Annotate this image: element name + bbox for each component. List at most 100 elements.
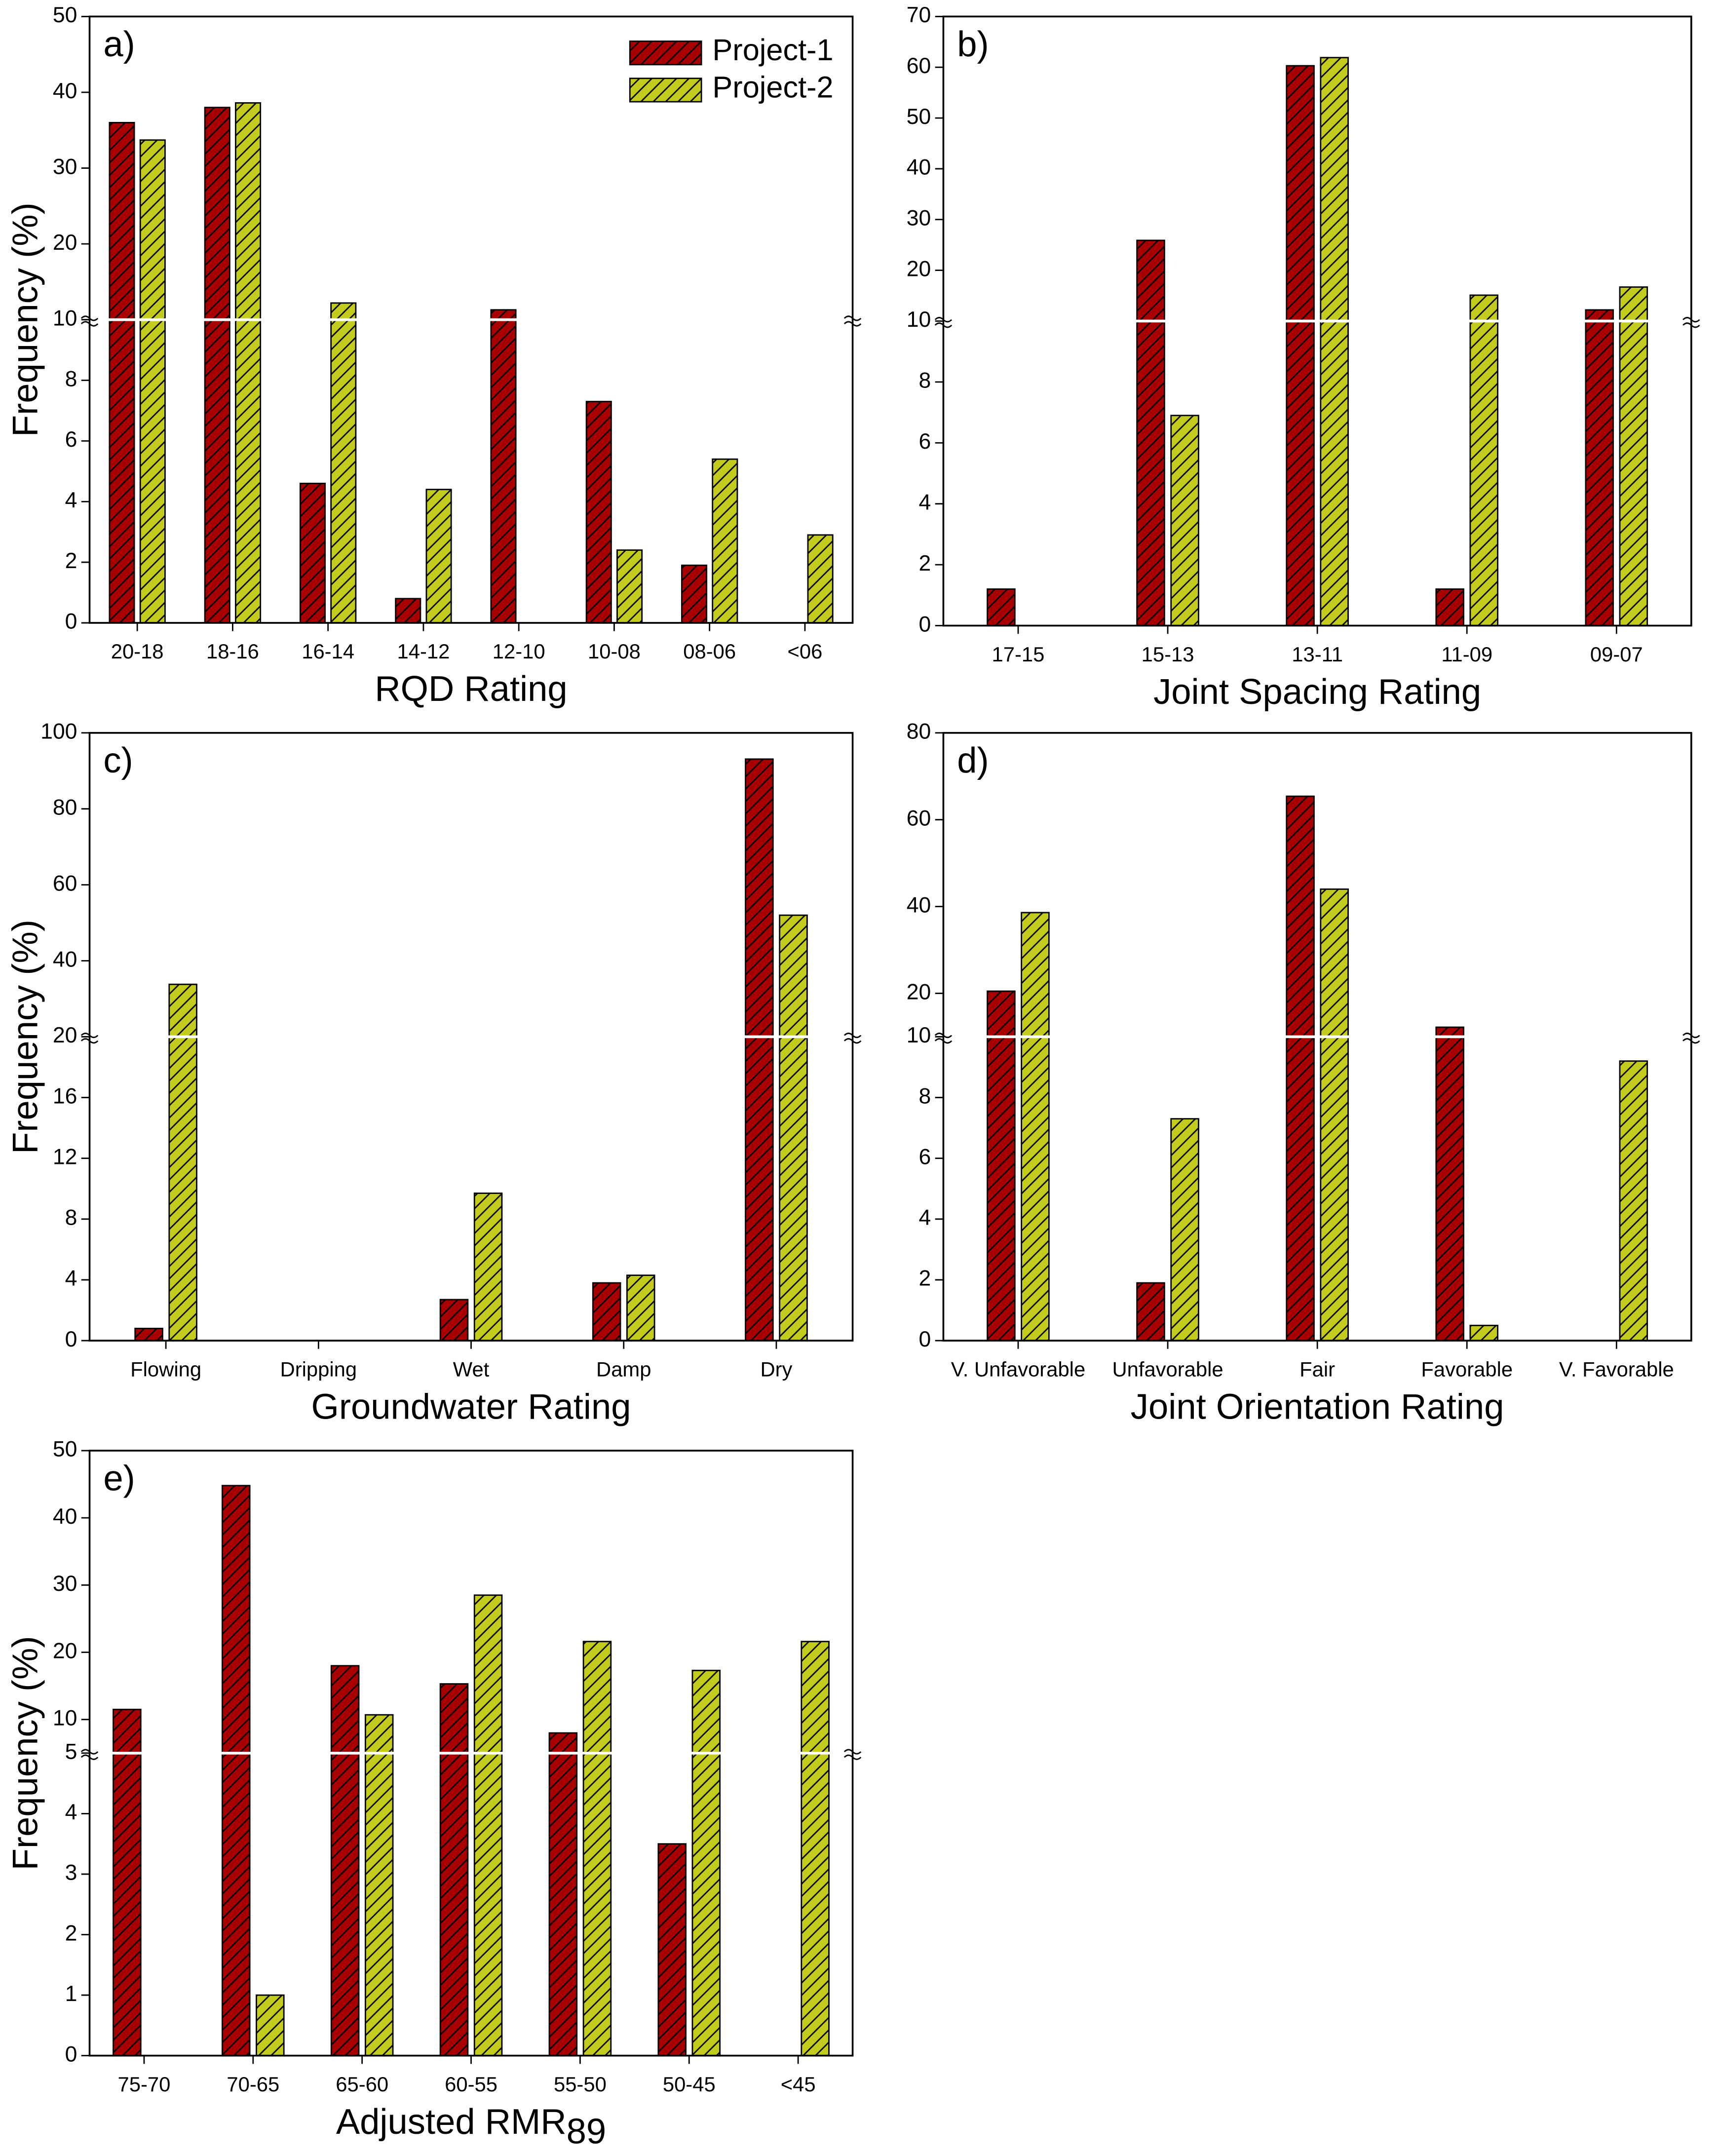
y-tick-label: 30 [907,206,931,231]
y-tick-label: 0 [919,612,931,636]
x-tick-label: Wet [453,1357,490,1381]
x-axis-label-text: RQD Rating [375,669,567,709]
x-axis-label-text: Groundwater Rating [311,1386,631,1426]
bar [364,1714,394,2057]
panel-label: b) [957,24,989,64]
bar [330,1665,360,2057]
x-axis-label: RQD Rating [375,669,567,709]
bar [1469,294,1499,626]
y-tick-label: 50 [907,105,931,129]
x-tick-label: Unfavorable [1112,1357,1223,1381]
y-tick-label: 16 [53,1084,77,1108]
x-axis-label-subscript: 89 [567,2112,607,2152]
y-tick-label: 60 [907,54,931,78]
x-axis-label-text: Joint Orientation Rating [1131,1386,1504,1426]
bar [779,914,808,1342]
y-tick-label: 4 [919,490,931,514]
x-tick-label: <06 [788,640,823,663]
bar [330,302,357,624]
legend-label: Project-1 [712,33,833,67]
bar [113,1708,142,2057]
bar [1585,309,1614,626]
x-tick-label: Fair [1299,1357,1335,1381]
bar [1136,239,1165,626]
x-axis-label: Groundwater Rating [311,1386,631,1426]
x-tick-label: 60-55 [445,2073,497,2096]
y-tick-label: 8 [919,1084,931,1108]
y-tick-label: 4 [65,488,77,512]
bar [585,401,612,624]
bar [222,1485,251,2057]
bar [109,122,135,624]
bar [1170,1118,1199,1342]
bar [1021,912,1050,1342]
x-tick-label: 17-15 [992,643,1045,666]
x-tick-label: 18-16 [206,640,259,663]
y-tick-label: 20 [53,231,77,255]
y-tick-label: 60 [907,806,931,830]
y-tick-label: 20 [907,980,931,1004]
y-tick-label: 4 [919,1206,931,1230]
legend-swatch [629,77,702,103]
panel-label: c) [103,740,133,780]
bar [987,990,1016,1342]
y-tick-label: 2 [919,551,931,576]
y-tick-label: 2 [65,549,77,573]
bar [657,1843,687,2057]
x-tick-label: Dripping [280,1357,357,1381]
y-axis-label: Frequency (%) [5,920,45,1154]
bar [1170,415,1199,626]
y-tick-label: 60 [53,871,77,895]
bar [425,489,452,624]
y-tick-label: 0 [65,610,77,634]
bar [1435,1026,1464,1342]
y-tick-label: 30 [53,1572,77,1596]
x-tick-label: 12-10 [493,640,545,663]
panel-label: a) [103,24,135,64]
y-tick-label: 40 [907,155,931,180]
y-tick-label: 40 [53,947,77,971]
x-tick-label: V. Unfavorable [951,1357,1085,1381]
x-tick-label: 14-12 [397,640,450,663]
bar [807,534,834,624]
y-tick-label: 0 [919,1327,931,1351]
x-tick-label: <45 [781,2073,816,2096]
y-tick-label: 20 [53,1639,77,1663]
bar [1286,795,1315,1342]
bar [592,1282,621,1342]
x-tick-label: 15-13 [1142,643,1194,666]
bar [626,1274,655,1342]
bar [473,1594,503,2057]
y-tick-label: 2 [919,1267,931,1291]
x-axis-label-text: Adjusted RMR [336,2102,567,2142]
y-tick-label: 50 [53,1437,77,1462]
x-axis-label: Joint Spacing Rating [1153,672,1481,712]
y-tick-label: 80 [907,720,931,744]
y-tick-label: 0 [65,1327,77,1351]
y-tick-label: 50 [53,3,77,27]
y-tick-label: 20 [907,257,931,281]
y-tick-label: 12 [53,1145,77,1169]
bar [1286,65,1315,626]
y-tick-label: 100 [40,720,77,744]
x-tick-label: V. Favorable [1559,1357,1674,1381]
bar [473,1193,503,1342]
y-tick-label: 8 [65,367,77,391]
bar [801,1641,830,2057]
legend-swatch [629,40,702,66]
y-tick-label: 4 [65,1800,77,1824]
x-tick-label: 16-14 [302,640,354,663]
bar [1435,588,1464,626]
x-tick-label: 70-65 [227,2073,279,2096]
bar [139,139,166,624]
bar [1619,286,1648,626]
x-tick-label: 75-70 [118,2073,171,2096]
y-axis-label: Frequency (%) [5,202,45,437]
bar [490,309,517,624]
bar [1320,888,1349,1342]
y-tick-label: 2 [65,1921,77,1945]
bar [256,1994,285,2057]
bar [987,588,1016,626]
x-tick-label: Dry [760,1357,792,1381]
y-tick-label: 6 [919,1145,931,1169]
